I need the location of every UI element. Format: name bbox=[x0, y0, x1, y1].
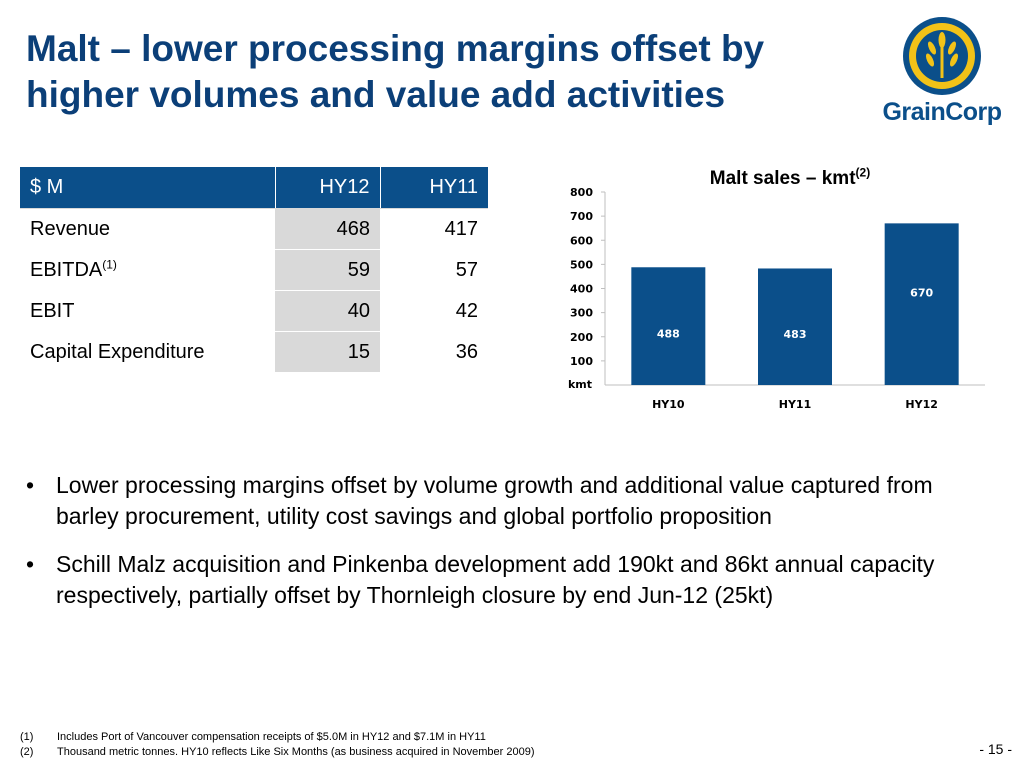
cell-hy12: 468 bbox=[275, 208, 380, 250]
malt-sales-bar-chart: 800 700 600 500 400 300 200 100 kmt 488 HY10 483 HY1… bbox=[568, 186, 985, 411]
row-label: Revenue bbox=[20, 208, 275, 250]
y-tick-label: 100 bbox=[570, 355, 593, 368]
y-axis-label: kmt bbox=[568, 378, 592, 391]
table-row: EBITDA(1) 59 57 bbox=[20, 249, 488, 291]
bullet-item: • Schill Malz acquisition and Pinkenba de… bbox=[26, 549, 986, 611]
bullet-list: • Lower processing margins offset by volu… bbox=[26, 470, 986, 628]
bar bbox=[884, 223, 959, 385]
chart-title-text: Malt sales – kmt bbox=[709, 168, 856, 189]
table-header-row: $ M HY12 HY11 bbox=[20, 167, 488, 209]
cell-hy11: 36 bbox=[380, 331, 488, 373]
footnote-number: (2) bbox=[20, 746, 34, 758]
x-tick-label: HY10 bbox=[652, 398, 685, 411]
logo-wordmark: GrainCorp bbox=[882, 98, 1002, 126]
table-row: Capital Expenditure 15 36 bbox=[20, 331, 488, 373]
footnote-ref: (1) bbox=[102, 256, 117, 271]
footnote-text: Thousand metric tonnes. HY10 reflects Li… bbox=[57, 746, 535, 758]
row-label-text: EBITDA bbox=[30, 258, 103, 281]
table-row: EBIT 40 42 bbox=[20, 290, 488, 332]
row-label-text: Capital Expenditure bbox=[30, 340, 205, 363]
row-label-text: Revenue bbox=[30, 217, 111, 240]
bullet-item: • Lower processing margins offset by volu… bbox=[26, 470, 986, 532]
header-hy11: HY11 bbox=[379, 167, 488, 209]
row-label-text: EBIT bbox=[30, 299, 75, 322]
slide-title: Malt – lower processing margins offset b… bbox=[26, 28, 765, 115]
bullet-icon: • bbox=[26, 472, 35, 498]
cell-hy12: 59 bbox=[275, 249, 380, 291]
cell-hy12: 40 bbox=[275, 290, 380, 332]
footnote: (1) Includes Port of Vancouver compensati… bbox=[20, 730, 820, 745]
cell-hy11: 57 bbox=[380, 249, 488, 291]
data-label: 488 bbox=[657, 328, 680, 341]
footnote: (2) Thousand metric tonnes. HY10 reflects… bbox=[20, 745, 820, 760]
table-row: Revenue 468 417 bbox=[20, 208, 488, 250]
y-tick-label: 400 bbox=[570, 283, 593, 296]
y-tick-label: 800 bbox=[570, 186, 593, 199]
y-tick-label: 700 bbox=[570, 210, 593, 223]
bullet-icon: • bbox=[26, 551, 35, 577]
bullet-text: Schill Malz acquisition and Pinkenba dev… bbox=[56, 551, 935, 608]
bullet-text: Lower processing margins offset by volum… bbox=[56, 472, 933, 529]
chart-title-footnote-ref: (2) bbox=[855, 165, 871, 180]
header-metric: $ M bbox=[20, 167, 275, 209]
y-tick-label: 300 bbox=[570, 307, 593, 320]
financial-table: $ M HY12 HY11 Revenue 468 417 EBITDA(1) … bbox=[20, 167, 488, 373]
graincorp-logo-icon bbox=[903, 17, 981, 95]
page-number: - 15 - bbox=[979, 741, 1012, 757]
cell-hy11: 417 bbox=[380, 208, 488, 250]
footnote-number: (1) bbox=[20, 731, 34, 743]
x-tick-label: HY11 bbox=[779, 398, 811, 411]
x-tick-label: HY12 bbox=[905, 398, 937, 411]
data-label: 670 bbox=[910, 287, 933, 300]
row-label: EBIT bbox=[20, 290, 275, 332]
cell-hy12: 15 bbox=[275, 331, 380, 373]
bar bbox=[631, 267, 706, 385]
footnote-text: Includes Port of Vancouver compensation … bbox=[57, 731, 486, 743]
footnotes: (1) Includes Port of Vancouver compensati… bbox=[20, 730, 820, 760]
row-label: Capital Expenditure bbox=[20, 331, 275, 373]
header-hy12: HY12 bbox=[274, 167, 380, 209]
y-tick-label: 600 bbox=[570, 234, 593, 247]
y-tick-label: 200 bbox=[570, 331, 593, 344]
y-tick-label: 500 bbox=[570, 258, 593, 271]
chart-title: Malt sales – kmt(2) bbox=[680, 165, 900, 190]
data-label: 483 bbox=[784, 328, 807, 341]
bar bbox=[758, 268, 832, 385]
cell-hy11: 42 bbox=[380, 290, 488, 332]
row-label: EBITDA(1) bbox=[20, 249, 275, 291]
